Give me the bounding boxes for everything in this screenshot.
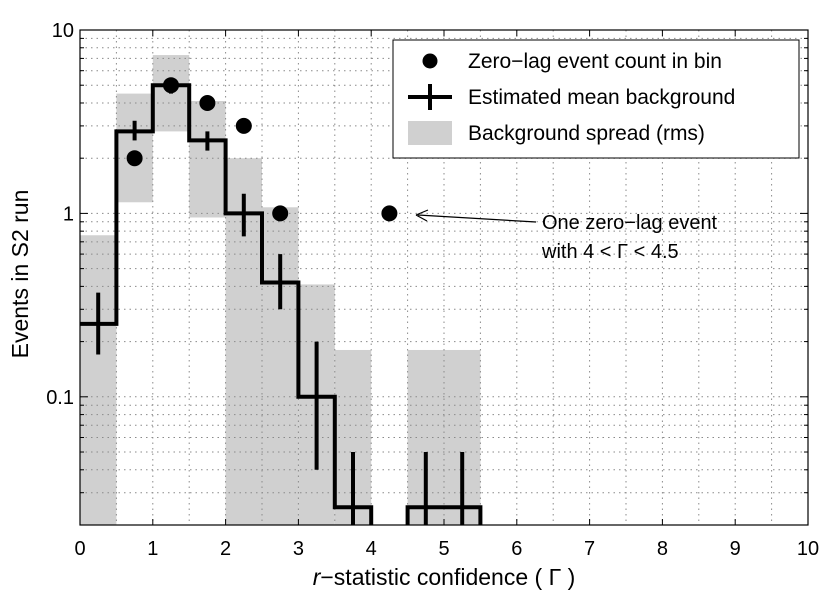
legend-dot-marker [422, 53, 438, 69]
axis-ticks [79, 29, 809, 525]
x-tick-label-0: 0 [74, 538, 85, 560]
spread-band-1 [116, 93, 153, 203]
x-tick-label-8: 8 [657, 538, 668, 560]
plot-frame [79, 29, 809, 526]
annotation-line-2: with 4 < Γ < 4.5 [541, 241, 679, 263]
legend-box [392, 39, 800, 159]
zero-lag-dot-3 [235, 117, 252, 134]
zero-lag-dot-4 [272, 205, 289, 222]
legend-label-mean-background: Estimated mean background [468, 86, 735, 109]
grid [80, 30, 808, 525]
x-tick-label-4: 4 [366, 538, 377, 560]
zero-lag-dot-1 [163, 77, 179, 94]
x-tick-label-5: 5 [438, 538, 449, 560]
zero-lag-dots [126, 77, 398, 222]
legend-spread-swatch [408, 121, 452, 145]
x-tick-label-1: 1 [147, 538, 158, 560]
annotation-line-1: One zero−lag event [542, 212, 718, 234]
x-tick-label-10: 10 [797, 538, 819, 560]
error-bars [96, 77, 465, 525]
zero-lag-dot-5 [381, 205, 398, 222]
legend-label-spread: Background spread (rms) [468, 122, 705, 145]
annotation: One zero−lag event with 4 < Γ < 4.5 [415, 209, 718, 263]
spread-band-0 [80, 235, 117, 525]
mean-background-line-0 [80, 83, 374, 525]
y-tick-label-2: 10 [52, 20, 74, 42]
x-tick-label-9: 9 [730, 538, 741, 560]
mean-background-line-1 [405, 505, 483, 525]
zero-lag-dot-0 [126, 150, 143, 167]
annotation-arrow-line [417, 214, 537, 223]
x-tick-label-6: 6 [511, 538, 522, 560]
x-tick-label-2: 2 [220, 538, 231, 560]
annotation-arrow-head [415, 209, 429, 222]
x-axis-label-variable: r [313, 564, 322, 590]
x-tick-label-7: 7 [584, 538, 595, 560]
y-tick-label-0: 0.1 [46, 387, 74, 409]
mean-background-step [80, 83, 483, 525]
x-axis-label: r−statistic confidence ( Γ ) [313, 564, 576, 590]
y-axis-label: Events in S2 run [7, 190, 33, 359]
y-tick-labels: 0.1 1 10 [46, 20, 74, 409]
spread-band-3 [189, 101, 226, 218]
legend-label-zero-lag: Zero−lag event count in bin [468, 50, 722, 73]
zero-lag-dot-2 [199, 94, 216, 111]
x-axis-label-text: −statistic confidence ( Γ ) [320, 564, 575, 590]
x-tick-label-3: 3 [293, 538, 304, 560]
x-tick-labels: 0 1 2 3 4 5 6 7 8 9 10 [74, 538, 819, 560]
legend: Zero−lag event count in bin Estimated me… [392, 39, 800, 159]
y-tick-label-1: 1 [63, 203, 74, 225]
